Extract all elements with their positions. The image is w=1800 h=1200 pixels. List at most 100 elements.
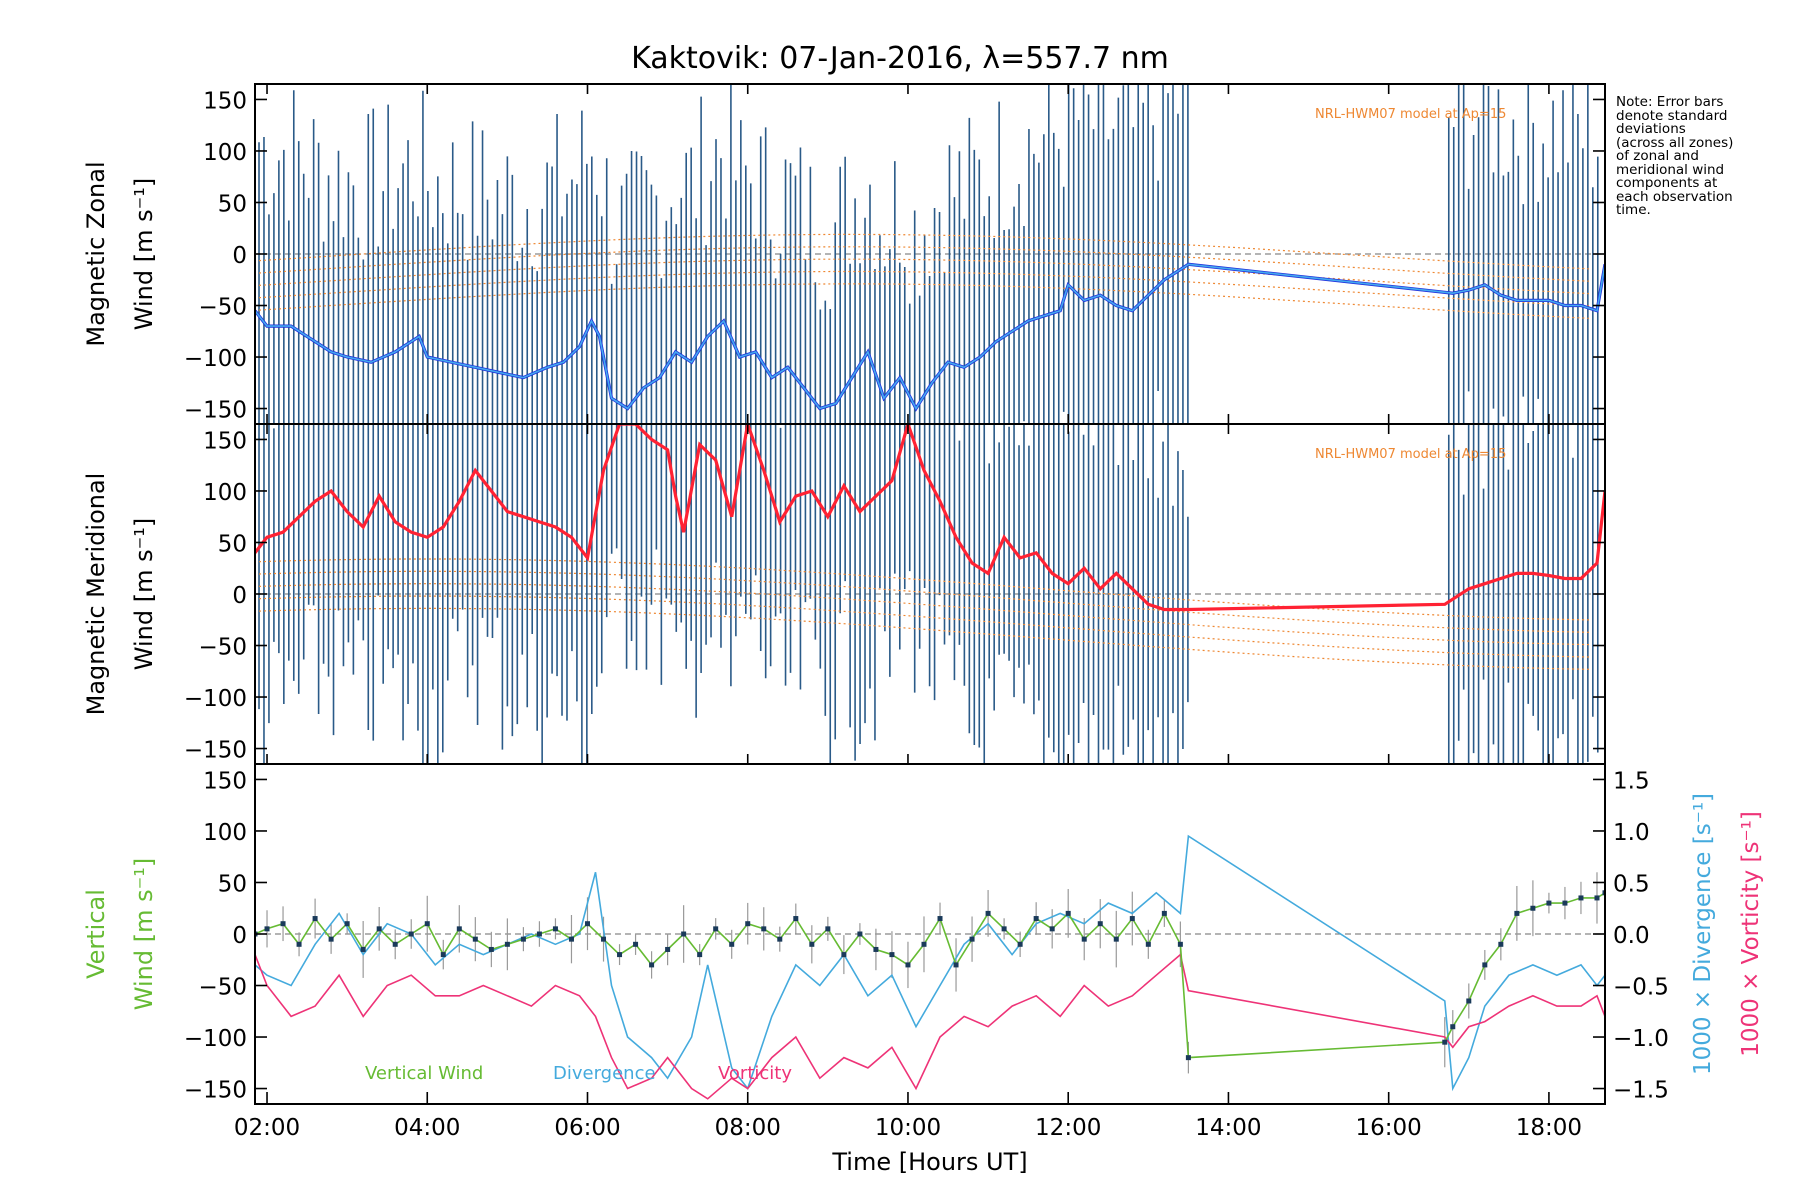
data-point [1129, 916, 1135, 922]
y-tick-label: 0 [232, 923, 247, 949]
data-point [1017, 941, 1023, 947]
y-tick-label: −50 [198, 295, 247, 321]
legend-label: Vertical Wind [365, 1063, 483, 1084]
y-axis-label-line1: Vertical [82, 889, 110, 979]
y-tick-label: −150 [184, 398, 247, 424]
data-point [520, 936, 526, 942]
y2-tick-label: 1.5 [1613, 768, 1650, 794]
x-tick-label: 06:00 [554, 1115, 620, 1141]
vorticity-line [255, 953, 1605, 1100]
data-point [456, 926, 462, 932]
data-point [536, 931, 542, 937]
y-axis-label-line2: Wind [m s⁻¹] [130, 518, 158, 670]
data-point [584, 921, 590, 927]
data-point [873, 946, 879, 952]
y2-axis-label-vorticity: 1000 × Vorticity [s⁻¹] [1738, 811, 1764, 1057]
data-point [472, 936, 478, 942]
data-point [1514, 910, 1520, 916]
meridional-wind-line [255, 424, 1605, 612]
y-tick-label: 100 [203, 140, 247, 166]
data-point [1498, 941, 1504, 947]
data-point [985, 910, 991, 916]
data-point [1113, 936, 1119, 942]
data-point [633, 941, 639, 947]
y-tick-label: 50 [218, 531, 247, 557]
x-tick-label: 02:00 [234, 1115, 300, 1141]
data-point [1562, 900, 1568, 906]
data-point [296, 941, 302, 947]
data-point [1097, 921, 1103, 927]
x-tick-label: 10:00 [875, 1115, 941, 1141]
x-axis-label: Time [Hours UT] [831, 1148, 1027, 1176]
y2-axis-label-divergence: 1000 × Divergence [s⁻¹] [1690, 793, 1716, 1075]
data-point [697, 952, 703, 958]
data-point [1466, 998, 1472, 1004]
data-point [793, 916, 799, 922]
data-point [729, 941, 735, 947]
plot-area [255, 424, 1605, 764]
data-point [1450, 1024, 1456, 1030]
data-point [552, 926, 558, 932]
model-curve [258, 558, 1590, 621]
data-point [745, 921, 751, 927]
data-point [713, 926, 719, 932]
model-curve [258, 258, 1590, 295]
data-point [1185, 1055, 1191, 1061]
data-point [777, 936, 783, 942]
model-curve [258, 570, 1590, 633]
data-point [408, 931, 414, 937]
y-tick-label: 150 [203, 768, 247, 794]
zonal-wind-line-highlight [255, 263, 1605, 411]
data-point [1442, 1039, 1448, 1045]
legend-label: Divergence [553, 1063, 656, 1084]
note-line: of zonal and [1616, 148, 1699, 164]
data-point [376, 926, 382, 932]
y-tick-label: 150 [203, 88, 247, 114]
data-point [360, 946, 366, 952]
y-tick-label: 50 [218, 191, 247, 217]
data-point [392, 941, 398, 947]
model-curve [258, 270, 1590, 307]
y-tick-label: −150 [184, 738, 247, 764]
data-point [424, 921, 430, 927]
note-line: components at [1616, 175, 1718, 191]
data-point [761, 926, 767, 932]
y-tick-label: −50 [198, 635, 247, 661]
data-point [1001, 926, 1007, 932]
data-point [889, 952, 895, 958]
model-label: NRL-HWM07 model at Ap=15 [1315, 447, 1506, 462]
x-tick-label: 18:00 [1516, 1115, 1582, 1141]
data-point [280, 921, 286, 927]
note-line: Note: Error bars [1616, 94, 1724, 110]
plot-area [255, 84, 1605, 424]
y-axis-label-line1: Magnetic Meridional [82, 473, 110, 716]
y-tick-label: −150 [184, 1078, 247, 1104]
y-tick-label: 100 [203, 820, 247, 846]
y2-tick-label: −1.0 [1613, 1026, 1669, 1052]
panel-meridional: NRL-HWM07 model at Ap=15 −150 −100 −50 0 50 10… [82, 423, 1606, 765]
data-point [601, 936, 607, 942]
y2-tick-label: 0.0 [1613, 923, 1650, 949]
note-line: denote standard [1616, 107, 1728, 124]
note-line: time. [1616, 202, 1651, 218]
data-point [905, 962, 911, 968]
data-point [1602, 890, 1605, 896]
y-tick-label: 0 [232, 243, 247, 269]
panel-zonal: NRL-HWM07 model at Ap=15 −150 −100 −50 0 50 10… [82, 83, 1606, 425]
panel-vertical: 1.5 1.0 0.5 0.0 −0.5 −1.0 −1.5 1000 × Divergenc… [82, 763, 1764, 1176]
data-point [344, 921, 350, 927]
y-tick-label: −100 [184, 346, 247, 372]
y-tick-label: 0 [232, 583, 247, 609]
y-tick-label: −100 [184, 686, 247, 712]
y-tick-label: −100 [184, 1026, 247, 1052]
data-point [953, 962, 959, 968]
legend-label: Vorticity [718, 1063, 792, 1084]
data-point [1049, 926, 1055, 932]
data-point [921, 941, 927, 947]
data-point [1578, 895, 1584, 901]
y-axis-label-line2: Wind [m s⁻¹] [130, 858, 158, 1010]
y-axis-label-line2: Wind [m s⁻¹] [130, 178, 158, 330]
data-point [440, 952, 446, 958]
data-point [1145, 941, 1151, 947]
divergence-line [255, 834, 1605, 1092]
